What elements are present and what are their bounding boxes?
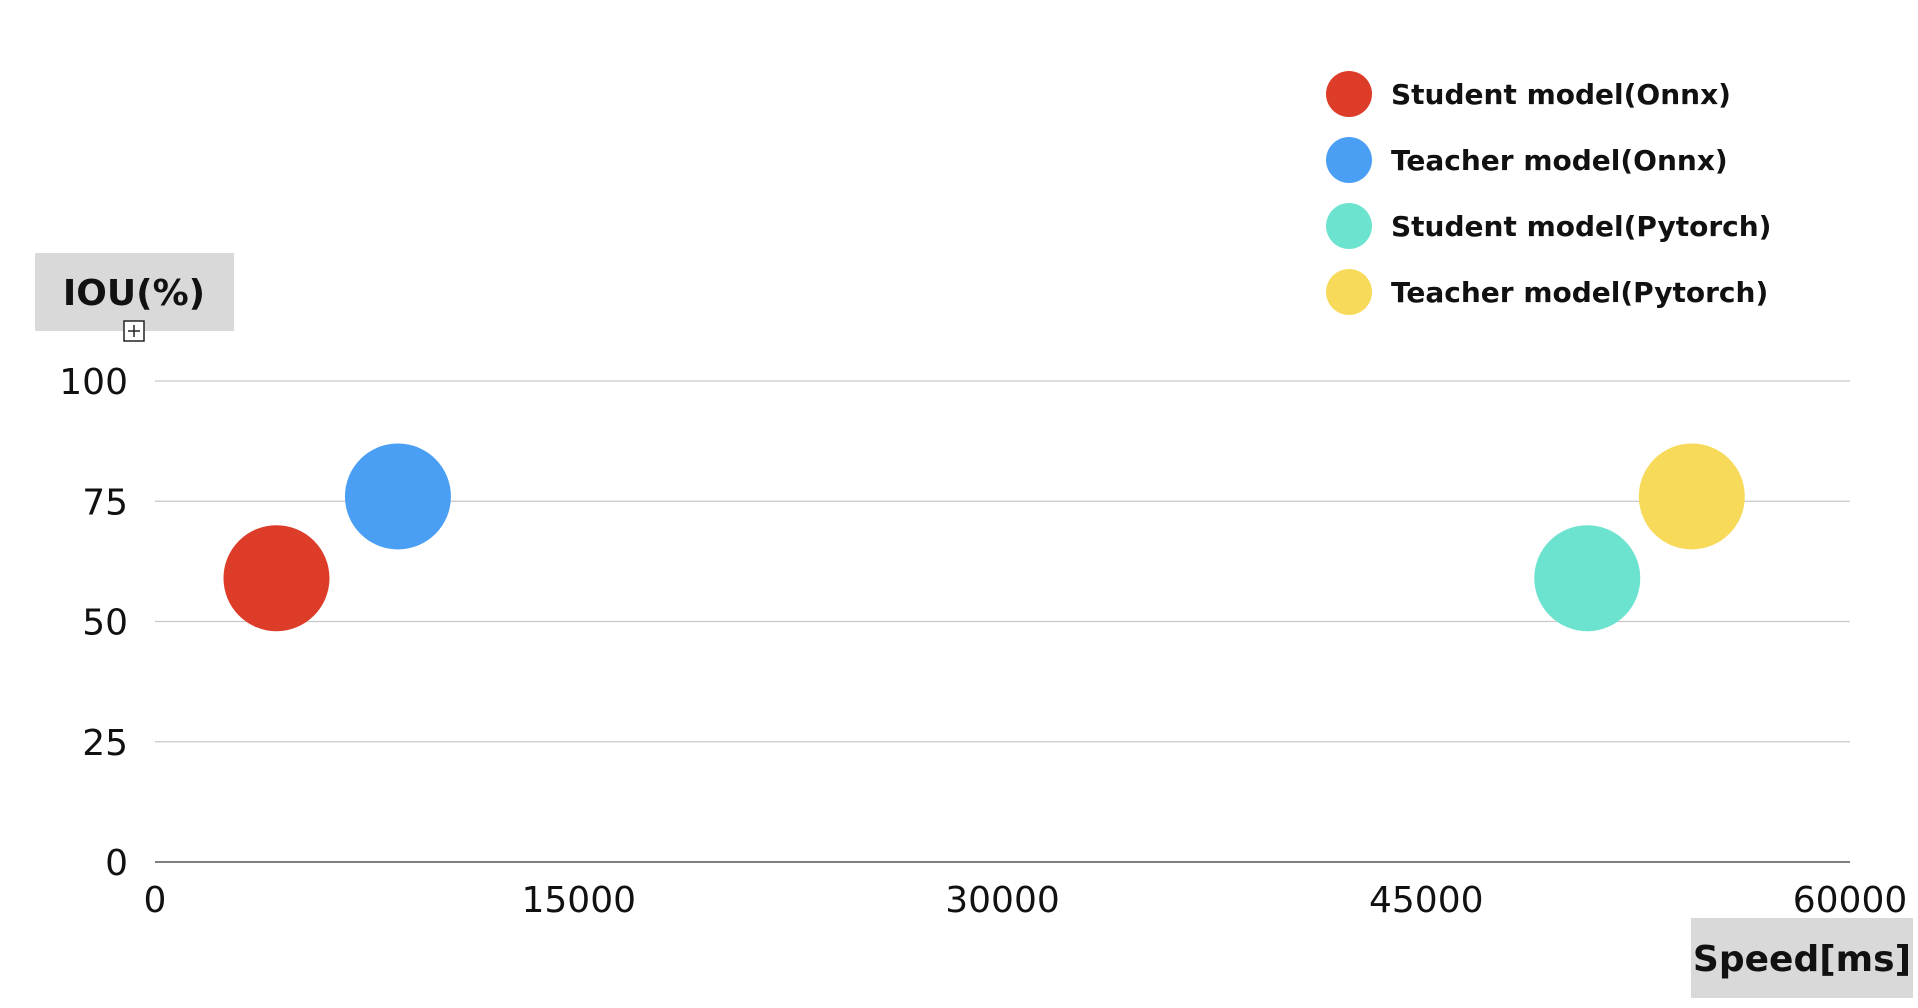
data-point	[344, 443, 451, 550]
legend-item: Teacher model(Onnx)	[1326, 137, 1728, 183]
x-tick-label: 60000	[1793, 880, 1908, 921]
legend-marker	[1326, 71, 1372, 117]
legend-item: Student model(Pytorch)	[1326, 203, 1771, 249]
legend-label: Teacher model(Pytorch)	[1391, 276, 1768, 309]
legend-marker	[1326, 203, 1372, 249]
x-tick-label: 15000	[521, 880, 636, 921]
data-point	[1534, 525, 1641, 632]
x-tick-label: 0	[144, 880, 167, 921]
y-tick-label: 50	[82, 603, 128, 644]
legend-marker	[1326, 269, 1372, 315]
x-axis-title: Speed[ms]	[1691, 918, 1913, 998]
legend-label: Teacher model(Onnx)	[1391, 144, 1728, 177]
legend-item: Student model(Onnx)	[1326, 71, 1731, 117]
data-point	[223, 525, 330, 632]
y-axis-title: IOU(%)	[35, 253, 234, 342]
x-tick-labels: 0 15000 30000 45000 60000	[144, 880, 1908, 921]
legend: Student model(Onnx) Teacher model(Onnx) St…	[1326, 71, 1771, 315]
x-tick-label: 45000	[1369, 880, 1484, 921]
x-axis-label: Speed[ms]	[1693, 939, 1911, 980]
y-tick-label: 0	[105, 843, 128, 884]
y-tick-labels: 0 25 50 75 100	[59, 362, 128, 884]
legend-marker	[1326, 137, 1372, 183]
y-axis-title-box	[35, 253, 234, 331]
y-tick-label: 25	[82, 723, 128, 764]
legend-item: Teacher model(Pytorch)	[1326, 269, 1768, 315]
legend-label: Student model(Onnx)	[1391, 78, 1731, 111]
y-tick-label: 100	[59, 362, 128, 403]
data-points	[223, 443, 1745, 632]
legend-label: Student model(Pytorch)	[1391, 210, 1771, 243]
y-axis-label: IOU(%)	[63, 273, 205, 314]
x-tick-label: 30000	[945, 880, 1060, 921]
expand-icon[interactable]	[123, 320, 145, 342]
data-point	[1638, 443, 1745, 550]
x-axis-title-box	[1691, 918, 1913, 998]
y-tick-label: 75	[82, 482, 128, 523]
